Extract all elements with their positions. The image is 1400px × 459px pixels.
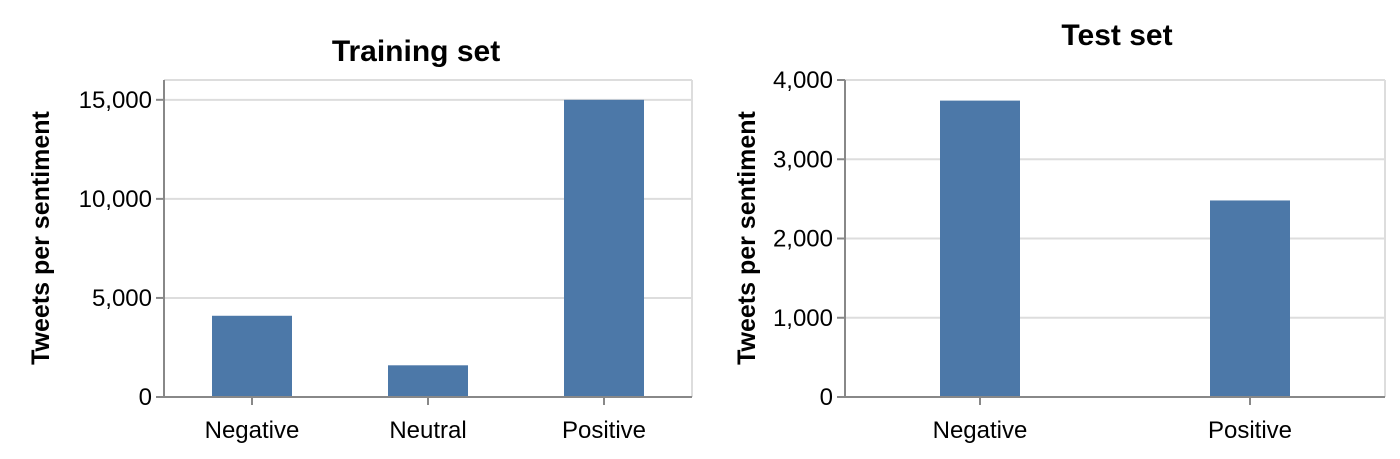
bar-positive xyxy=(1210,200,1290,397)
chart-title: Test set xyxy=(1061,19,1172,52)
y-tick-label: 5,000 xyxy=(92,285,152,312)
x-tick-label: Positive xyxy=(1208,417,1292,444)
chart-title: Training set xyxy=(332,35,500,68)
bar-positive xyxy=(564,99,644,397)
y-tick-label: 0 xyxy=(820,384,833,411)
x-tick-label: Neutral xyxy=(389,417,466,444)
chart-training-set: Training set Tweets per sentiment 0 5,000… xyxy=(27,35,693,444)
bar-negative xyxy=(212,315,292,397)
plot-area: 0 5,000 10,000 15,000 Negative Neutral Positiv… xyxy=(79,79,693,444)
x-tick-label: Negative xyxy=(933,417,1028,444)
y-tick-label: 0 xyxy=(139,384,152,411)
x-tick-label: Negative xyxy=(205,417,300,444)
y-tick-label: 10,000 xyxy=(79,186,152,213)
bar-negative xyxy=(940,100,1020,397)
x-tick-label: Positive xyxy=(562,417,646,444)
y-tick-label: 4,000 xyxy=(773,67,833,94)
y-tick-label: 1,000 xyxy=(773,305,833,332)
y-axis-title: Tweets per sentiment xyxy=(733,110,761,364)
chart-test-set: Test set Tweets per sentiment 0 1,000 2,00… xyxy=(733,19,1386,444)
y-tick-label: 15,000 xyxy=(79,87,152,114)
y-tick-label: 2,000 xyxy=(773,226,833,253)
y-axis-title: Tweets per sentiment xyxy=(27,110,55,364)
y-tick-label: 3,000 xyxy=(773,146,833,173)
bar-neutral xyxy=(388,365,468,397)
plot-area: 0 1,000 2,000 3,000 4,000 Negative Positive xyxy=(773,67,1386,444)
